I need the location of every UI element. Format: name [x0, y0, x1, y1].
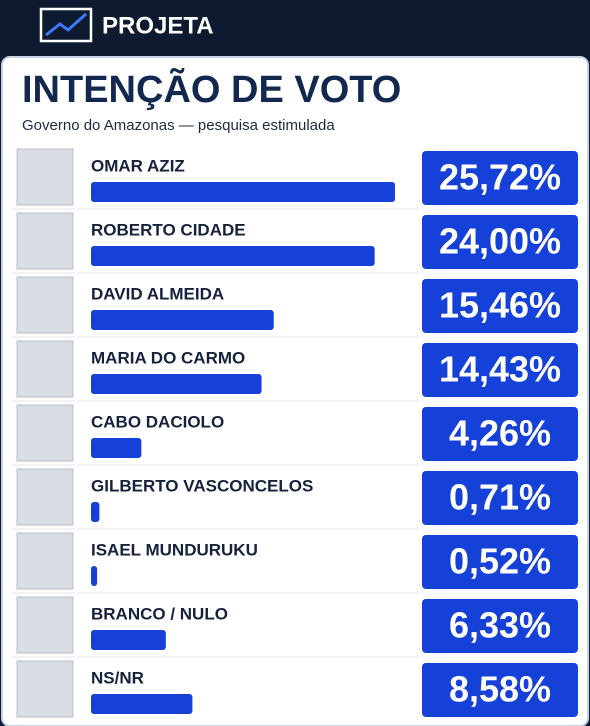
logo-frame: [39, 7, 93, 43]
bar: [91, 694, 193, 714]
avatar: [16, 212, 74, 270]
value-box: [422, 215, 578, 269]
avatar: [16, 468, 74, 526]
candidate-name: CABO DACIOLO: [91, 412, 224, 431]
bar: [91, 310, 274, 330]
bar: [91, 438, 142, 458]
avatar: [16, 532, 74, 590]
value-label: 6,33%: [449, 605, 551, 646]
candidate-name: ROBERTO CIDADE: [91, 220, 246, 239]
chart-subtitle: Governo do Amazonas — pesquisa estimulad…: [22, 117, 335, 134]
value-label: 15,46%: [439, 285, 561, 326]
brand: PROJETA: [102, 12, 214, 39]
bar: [91, 374, 262, 394]
candidate-name: DAVID ALMEIDA: [91, 284, 224, 303]
bar: [91, 246, 375, 266]
bar: [91, 502, 100, 522]
candidate-name: OMAR AZIZ: [91, 156, 185, 175]
value-label: 8,58%: [449, 669, 551, 710]
bar: [91, 630, 166, 650]
logo-icon: [45, 12, 87, 37]
bar: [91, 566, 98, 586]
candidate-name: ISAEL MUNDURUKU: [91, 540, 258, 559]
value-label: 0,52%: [449, 541, 551, 582]
value-label: 25,72%: [439, 157, 561, 198]
candidate-name: BRANCO / NULO: [91, 604, 228, 623]
candidate-name: MARIA DO CARMO: [91, 348, 245, 367]
value-box: [422, 343, 578, 397]
value-box: [422, 663, 578, 717]
value-box: [422, 471, 578, 525]
value-box: [422, 599, 578, 653]
avatar: [16, 276, 74, 334]
avatar: [16, 148, 74, 206]
avatar: [16, 660, 74, 718]
candidate-name: GILBERTO VASCONCELOS: [91, 476, 313, 495]
avatar: [16, 340, 74, 398]
value-box: [422, 535, 578, 589]
value-box: [422, 151, 578, 205]
value-label: 14,43%: [439, 349, 561, 390]
bar: [91, 182, 395, 202]
chart-title: INTENÇÃO DE VOTO: [22, 67, 401, 111]
avatar: [16, 404, 74, 462]
value-label: 24,00%: [439, 221, 561, 262]
value-label: 4,26%: [449, 413, 551, 454]
avatar: [16, 596, 74, 654]
value-box: [422, 407, 578, 461]
value-label: 0,71%: [449, 477, 551, 518]
candidate-name: NS/NR: [91, 668, 144, 687]
value-box: [422, 279, 578, 333]
